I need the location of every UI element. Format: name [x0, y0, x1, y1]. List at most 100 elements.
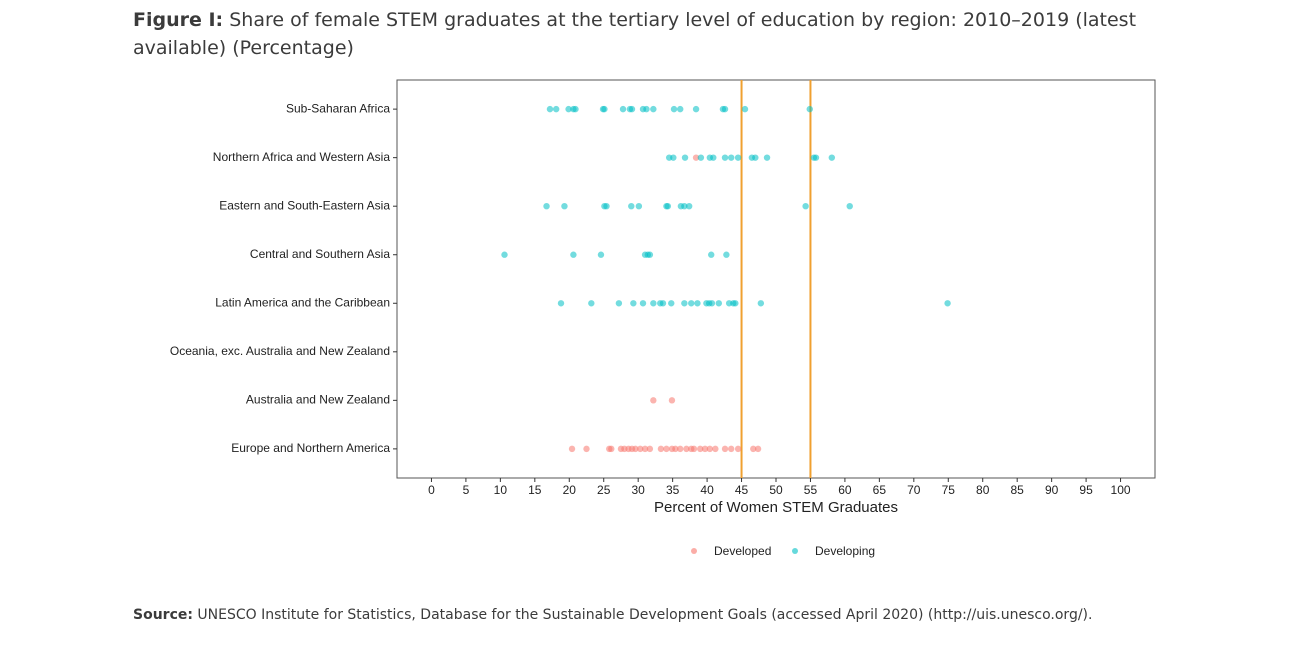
- point: [572, 105, 579, 113]
- point: [646, 251, 654, 258]
- point: [706, 445, 714, 453]
- point: [501, 251, 508, 258]
- x-tick-label: 5: [463, 483, 470, 497]
- legend-marker: [792, 548, 798, 554]
- point: [734, 154, 742, 161]
- point: [565, 105, 572, 113]
- point: [734, 445, 742, 453]
- point: [663, 445, 670, 453]
- point: [721, 105, 729, 113]
- x-tick-label: 0: [428, 483, 435, 497]
- point: [697, 445, 704, 453]
- y-tick-label: Australia and New Zealand: [246, 393, 390, 407]
- x-tick-label: 100: [1111, 483, 1131, 497]
- x-tick-label: 40: [700, 483, 714, 497]
- point: [685, 202, 693, 210]
- point: [597, 251, 605, 258]
- y-tick-label: Latin America and the Caribbean: [215, 295, 390, 309]
- point: [681, 300, 688, 307]
- point: [650, 397, 657, 404]
- x-tick-label: 65: [873, 483, 887, 497]
- y-tick-label: Oceania, exc. Australia and New Zealand: [170, 344, 390, 358]
- y-tick-label: Europe and Northern America: [231, 441, 390, 455]
- point: [546, 105, 554, 113]
- point: [721, 445, 729, 453]
- point: [543, 202, 550, 210]
- point: [628, 105, 636, 113]
- point: [668, 300, 675, 307]
- point: [701, 445, 709, 453]
- point: [603, 202, 610, 210]
- legend-label: Developed: [714, 544, 771, 558]
- point: [643, 105, 650, 113]
- point: [657, 445, 665, 453]
- point: [708, 300, 716, 307]
- point: [828, 154, 836, 161]
- source-label: Source:: [133, 607, 193, 623]
- x-tick-label: 25: [597, 483, 611, 497]
- x-tick-label: 85: [1011, 483, 1025, 497]
- point: [806, 105, 813, 113]
- point: [670, 105, 678, 113]
- point: [754, 445, 762, 453]
- x-tick-label: 35: [666, 483, 680, 497]
- point: [712, 445, 719, 453]
- point: [632, 445, 639, 453]
- point: [763, 154, 771, 161]
- point: [552, 105, 560, 113]
- point: [688, 300, 695, 307]
- point: [601, 105, 608, 113]
- point: [750, 445, 757, 453]
- x-tick-label: 55: [804, 483, 818, 497]
- point: [635, 202, 643, 210]
- point: [683, 445, 690, 453]
- x-tick-label: 60: [838, 483, 852, 497]
- point: [694, 300, 701, 307]
- point: [697, 154, 705, 161]
- point: [802, 202, 809, 210]
- y-tick-label: Sub-Saharan Africa: [286, 101, 390, 115]
- point: [677, 105, 684, 113]
- source: Source: UNESCO Institute for Statistics,…: [133, 607, 1092, 623]
- title: Figure I: Share of female STEM graduates…: [133, 6, 1173, 62]
- x-tick-label: 20: [563, 483, 577, 497]
- x-tick-label: 10: [494, 483, 508, 497]
- point: [681, 154, 689, 161]
- y-tick-label: Eastern and South-Eastern Asia: [219, 198, 390, 212]
- point: [628, 202, 635, 210]
- point: [646, 445, 654, 453]
- point: [608, 445, 615, 453]
- point: [715, 300, 723, 307]
- point: [637, 445, 644, 453]
- point: [690, 445, 698, 453]
- y-tick-label: Central and Southern Asia: [250, 247, 390, 261]
- point: [630, 300, 637, 307]
- point: [570, 251, 577, 258]
- legend-label: Developing: [815, 544, 875, 558]
- point: [588, 300, 595, 307]
- point: [641, 445, 649, 453]
- point: [757, 300, 765, 307]
- point: [721, 154, 729, 161]
- point: [619, 105, 627, 113]
- x-tick-label: 75: [942, 483, 956, 497]
- point: [664, 202, 672, 210]
- point: [672, 445, 679, 453]
- x-axis-label: Percent of Women STEM Graduates: [654, 499, 898, 516]
- x-tick-label: 15: [528, 483, 542, 497]
- point: [568, 445, 576, 453]
- point: [741, 105, 749, 113]
- point: [639, 300, 647, 307]
- point: [944, 300, 951, 307]
- point: [728, 154, 735, 161]
- x-tick-label: 80: [976, 483, 990, 497]
- plot-panel: [396, 79, 1156, 479]
- point: [650, 105, 657, 113]
- x-tick-label: 95: [1079, 483, 1093, 497]
- point: [650, 300, 657, 307]
- point: [670, 154, 677, 161]
- y-tick-label: Northern Africa and Western Asia: [213, 150, 391, 164]
- source-text: UNESCO Institute for Statistics, Databas…: [197, 607, 1093, 623]
- point: [668, 397, 676, 404]
